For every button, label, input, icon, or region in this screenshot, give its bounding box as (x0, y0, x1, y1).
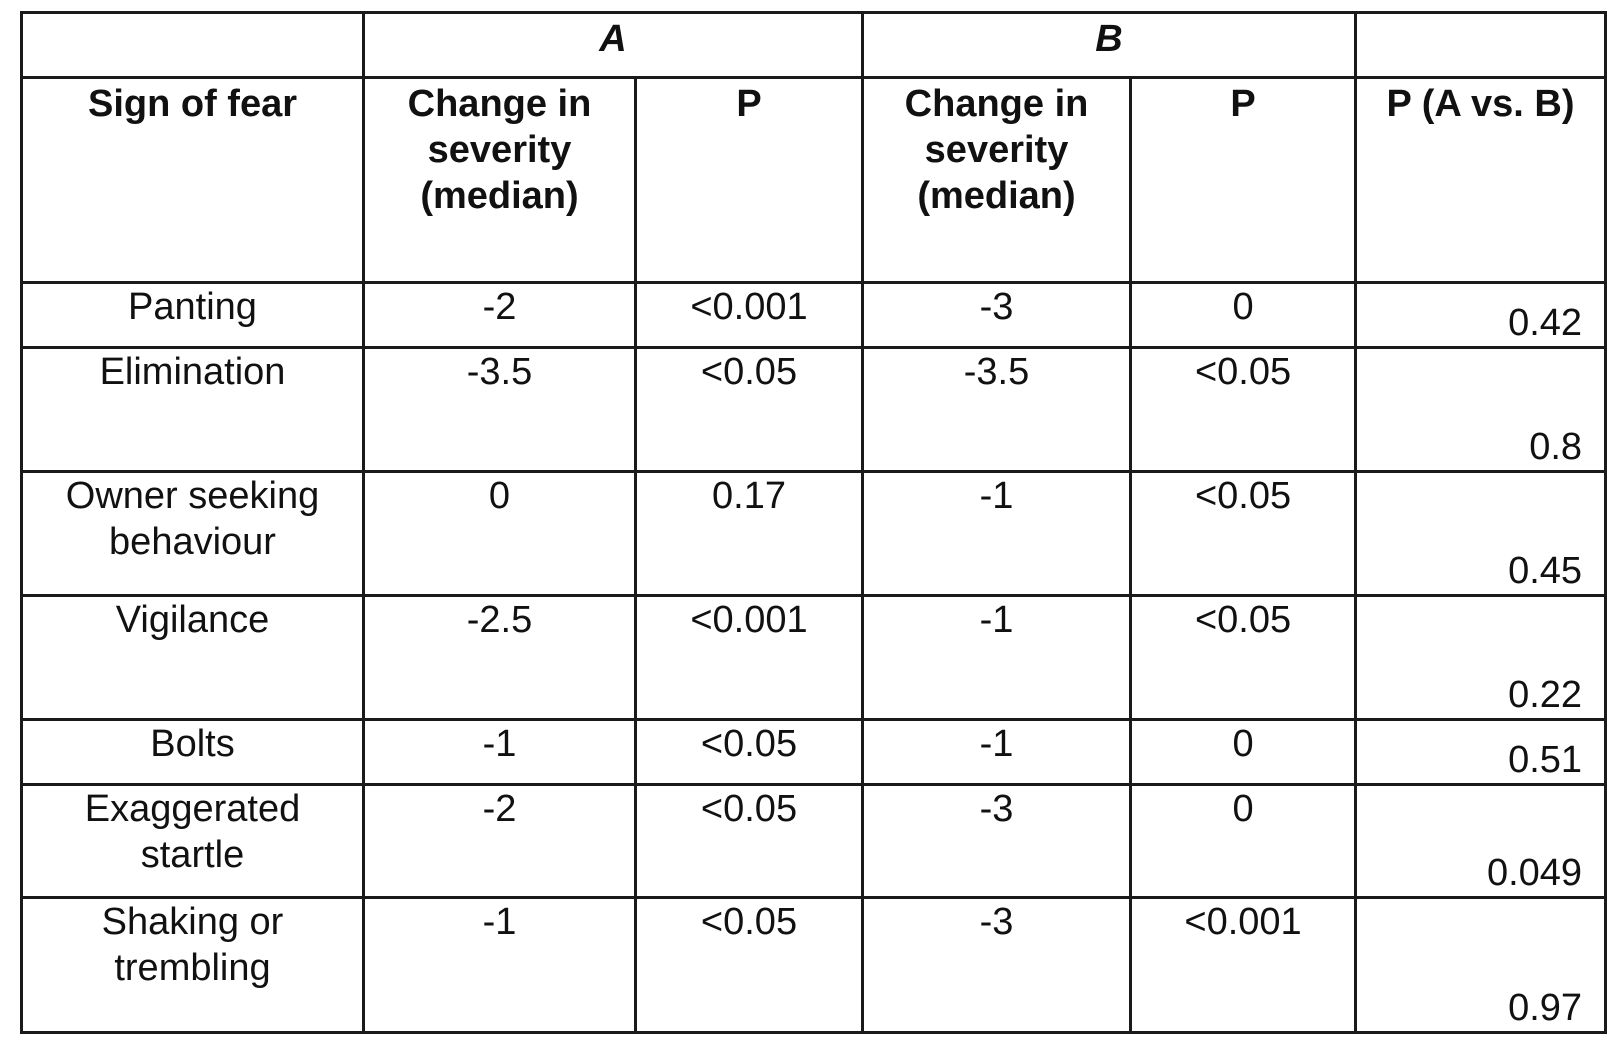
table-row: Vigilance -2.5 <0.001 -1 <0.05 0.22 (22, 596, 1606, 720)
sign-cell: Elimination (22, 348, 364, 472)
sign-cell: Panting (22, 283, 364, 348)
p-ab-cell: 0.8 (1356, 348, 1606, 472)
column-header-a-change: Change in severity (median) (364, 78, 636, 283)
table-row: Bolts -1 <0.05 -1 0 0.51 (22, 720, 1606, 785)
group-header-empty-left (22, 13, 364, 78)
p-ab-cell: 0.42 (1356, 283, 1606, 348)
a-change-cell: -2.5 (364, 596, 636, 720)
b-p-cell: <0.05 (1131, 348, 1356, 472)
table-row: Elimination -3.5 <0.05 -3.5 <0.05 0.8 (22, 348, 1606, 472)
group-header-empty-right (1356, 13, 1606, 78)
column-header-row: Sign of fear Change in severity (median)… (22, 78, 1606, 283)
a-change-cell: -2 (364, 283, 636, 348)
sign-cell: Shaking or trembling (22, 898, 364, 1033)
a-p-cell: <0.001 (636, 596, 863, 720)
b-p-cell: <0.001 (1131, 898, 1356, 1033)
sign-cell: Vigilance (22, 596, 364, 720)
a-change-cell: -3.5 (364, 348, 636, 472)
a-p-cell: <0.05 (636, 785, 863, 898)
b-change-cell: -1 (863, 596, 1131, 720)
a-p-cell: <0.05 (636, 898, 863, 1033)
group-header-row: A B (22, 13, 1606, 78)
column-header-b-p: P (1131, 78, 1356, 283)
b-p-cell: 0 (1131, 283, 1356, 348)
b-p-cell: <0.05 (1131, 472, 1356, 596)
table-row: Shaking or trembling -1 <0.05 -3 <0.001 … (22, 898, 1606, 1033)
sign-cell: Bolts (22, 720, 364, 785)
b-p-cell: <0.05 (1131, 596, 1356, 720)
a-change-cell: 0 (364, 472, 636, 596)
a-p-cell: <0.05 (636, 720, 863, 785)
b-change-cell: -3 (863, 283, 1131, 348)
column-header-b-change: Change in severity (median) (863, 78, 1131, 283)
a-p-cell: <0.05 (636, 348, 863, 472)
p-ab-cell: 0.049 (1356, 785, 1606, 898)
table-row: Panting -2 <0.001 -3 0 0.42 (22, 283, 1606, 348)
b-change-cell: -1 (863, 720, 1131, 785)
column-header-p-ab: P (A vs. B) (1356, 78, 1606, 283)
b-p-cell: 0 (1131, 785, 1356, 898)
p-ab-cell: 0.51 (1356, 720, 1606, 785)
group-header-a: A (364, 13, 863, 78)
fear-signs-table: A B Sign of fear Change in severity (med… (20, 11, 1607, 1034)
a-change-cell: -1 (364, 898, 636, 1033)
column-header-a-p: P (636, 78, 863, 283)
p-ab-cell: 0.22 (1356, 596, 1606, 720)
group-header-b: B (863, 13, 1356, 78)
a-p-cell: <0.001 (636, 283, 863, 348)
p-ab-cell: 0.97 (1356, 898, 1606, 1033)
sign-cell: Exaggerated startle (22, 785, 364, 898)
b-change-cell: -3.5 (863, 348, 1131, 472)
sign-cell: Owner seeking behaviour (22, 472, 364, 596)
column-header-sign: Sign of fear (22, 78, 364, 283)
b-p-cell: 0 (1131, 720, 1356, 785)
a-change-cell: -1 (364, 720, 636, 785)
table-row: Exaggerated startle -2 <0.05 -3 0 0.049 (22, 785, 1606, 898)
b-change-cell: -3 (863, 898, 1131, 1033)
a-p-cell: 0.17 (636, 472, 863, 596)
table-row: Owner seeking behaviour 0 0.17 -1 <0.05 … (22, 472, 1606, 596)
b-change-cell: -1 (863, 472, 1131, 596)
a-change-cell: -2 (364, 785, 636, 898)
b-change-cell: -3 (863, 785, 1131, 898)
p-ab-cell: 0.45 (1356, 472, 1606, 596)
